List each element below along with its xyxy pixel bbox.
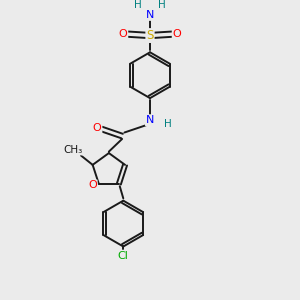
Text: CH₃: CH₃	[63, 145, 82, 154]
Text: H: H	[134, 0, 142, 10]
Text: N: N	[146, 10, 154, 20]
Text: O: O	[93, 122, 101, 133]
Text: O: O	[88, 180, 97, 190]
Text: S: S	[146, 29, 154, 42]
Text: O: O	[118, 29, 127, 39]
Text: Cl: Cl	[118, 251, 129, 261]
Text: O: O	[173, 29, 182, 39]
Text: H: H	[158, 0, 166, 10]
Text: H: H	[164, 119, 172, 129]
Text: N: N	[146, 115, 154, 125]
